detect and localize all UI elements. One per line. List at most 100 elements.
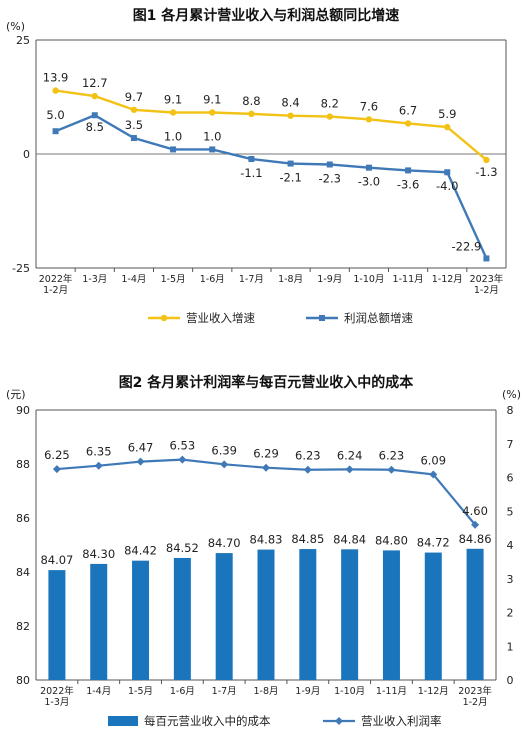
chart1-title: 图1 各月累计营业收入与利润总额同比增速 (133, 7, 400, 24)
chart2-margin-data-label: 6.53 (170, 439, 196, 453)
chart1-profit-point (130, 135, 137, 142)
chart2-x-tick-label: 1-6月 (170, 686, 195, 697)
chart1-revenue-data-label: 9.7 (125, 90, 143, 104)
chart2-margin-data-label: 6.23 (379, 449, 405, 463)
chart1-profit-data-label: -2.1 (279, 171, 301, 185)
chart2-margin-data-label: 6.47 (128, 441, 154, 455)
chart1-revenue-point (404, 120, 412, 127)
chart2-cost-data-label: 84.70 (208, 536, 241, 550)
chart2-cost-bar (424, 552, 442, 680)
chart1-legend-marker (160, 314, 168, 322)
chart1-profit-point (483, 255, 490, 262)
chart1-y-tick-label: 25 (16, 34, 30, 47)
chart1-revenue-point (209, 109, 216, 116)
chart1-x-tick-label: 1-2月 (474, 285, 499, 296)
chart2-cost-data-label: 84.30 (82, 547, 115, 561)
chart1-profit-data-label: 1.0 (203, 129, 221, 143)
chart1-profit-point (287, 160, 294, 167)
chart2-cost-bar (48, 570, 66, 680)
chart1-x-tick-label: 1-8月 (278, 274, 303, 285)
chart2-margin-data-label: 4.60 (462, 504, 488, 518)
chart1-profit-point (326, 161, 333, 168)
chart1-x-tick-label: 1-11月 (393, 274, 424, 285)
chart1-y-unit: (%) (6, 20, 25, 33)
chart1-profit-point (444, 169, 451, 176)
chart2-cost-bar (90, 563, 108, 680)
chart1-x-tick-label: 1-5月 (161, 274, 186, 285)
chart2-margin-point (136, 457, 145, 466)
chart1-revenue-point (52, 87, 59, 94)
chart2-cost-data-label: 84.84 (333, 532, 366, 546)
chart1-x-tick-label: 1-10月 (353, 274, 384, 285)
chart1-profit-data-label: -3.0 (358, 175, 380, 189)
chart2-x-tick-label: 1-8月 (253, 686, 278, 697)
chart1-profit-point (209, 146, 216, 153)
chart2-x-tick-label: 1-10月 (334, 686, 365, 697)
chart1-y-tick-label: -25 (12, 262, 30, 275)
chart1-profit-point (248, 156, 255, 163)
chart2-y-left-tick-label: 84 (16, 566, 30, 579)
chart1-revenue-data-label: 6.7 (399, 103, 417, 117)
chart1-profit-point (365, 164, 372, 171)
chart1-revenue-data-label: 8.2 (321, 97, 339, 111)
chart1-revenue-data-label: 8.4 (281, 96, 299, 110)
chart1-profit-data-label: -2.3 (319, 171, 341, 185)
chart1-profit-data-label: 1.0 (164, 129, 182, 143)
chart1-profit-point (91, 112, 98, 119)
chart1-profit-data-label: 5.0 (46, 108, 64, 122)
chart2-x-tick-label: 1-12月 (418, 686, 449, 697)
chart2-cost-data-label: 84.52 (166, 541, 199, 555)
chart1-series-line-1 (55, 89, 488, 161)
chart1-profit-data-label: 3.5 (125, 118, 143, 132)
chart2-y-right-tick-label: 4 (507, 539, 514, 552)
chart1-revenue-data-label: 5.9 (438, 107, 456, 121)
chart2-y-left-tick-label: 82 (16, 620, 30, 633)
chart1-profit-data-label: 8.5 (86, 120, 104, 134)
chart2-margin-point (345, 465, 354, 474)
chart2-marks: 84.07 84.30 84.42 84.52 84.70 84.83 84.85 84.84… (40, 439, 492, 680)
chart2-x-tick-label: 1-7月 (212, 686, 237, 697)
chart2-y-right-tick-label: 7 (507, 438, 514, 451)
chart2-y-right-tick-label: 8 (507, 404, 514, 417)
chart1-x-tick-label: 1-2月 (43, 285, 68, 296)
chart2-cost-bar (299, 549, 317, 680)
chart1-legend: 营业收入增速 利润总额增速 (148, 311, 413, 325)
chart1-revenue-point (444, 123, 451, 131)
chart2-cost-bar (341, 549, 359, 680)
chart2-margin-point (387, 465, 396, 474)
chart2-y-unit-left: (元) (6, 388, 26, 401)
chart1-profit-data-label: -1.1 (240, 166, 262, 180)
chart1-revenue-point (365, 116, 373, 123)
chart1-profit-point (52, 128, 59, 135)
chart1-profit-point (405, 167, 412, 174)
chart2-x-tick-label: 1-5月 (128, 686, 153, 697)
chart1-revenue-data-label: 9.1 (164, 93, 182, 107)
chart2-margin-point (52, 465, 61, 474)
chart2-cost-data-label: 84.83 (250, 533, 283, 547)
chart2-margin-point (220, 460, 229, 469)
chart2-legend-line-label: 营业收入利润率 (361, 714, 442, 728)
chart2-cost-data-label: 84.72 (417, 536, 450, 550)
chart1-revenue-data-label: 13.9 (43, 71, 69, 85)
chart1-revenue-point (287, 112, 294, 119)
chart2-margin-data-label: 6.25 (44, 448, 70, 462)
chart2-margin-point (178, 455, 187, 464)
chart2-cost-data-label: 84.85 (291, 532, 324, 546)
chart1-series-line-2 (55, 113, 488, 259)
chart1-x-tick-label: 1-4月 (121, 274, 146, 285)
chart2-cost-bar (257, 549, 275, 680)
chart1-x-tick-label: 1-9月 (317, 274, 342, 285)
chart2-cost-data-label: 84.42 (124, 544, 157, 558)
chart1-revenue-point (130, 106, 138, 113)
chart2-legend-bar-label: 每百元营业收入中的成本 (144, 714, 271, 728)
chart2-cost-data-label: 84.07 (40, 553, 73, 567)
chart1-revenue-point (483, 156, 490, 164)
chart2-margin-point (94, 461, 103, 470)
chart1-legend-marker (319, 315, 325, 321)
chart2-y-left-tick-label: 80 (16, 674, 30, 687)
chart2-margin-point (429, 470, 438, 479)
chart2-x-tick-label: 1-3月 (44, 697, 69, 708)
chart1-marks: 13.9 12.7 9.7 9.1 9.1 8.8 8.4 8.2 7.6 6.7 5.9 -1.3 5… (43, 71, 498, 262)
